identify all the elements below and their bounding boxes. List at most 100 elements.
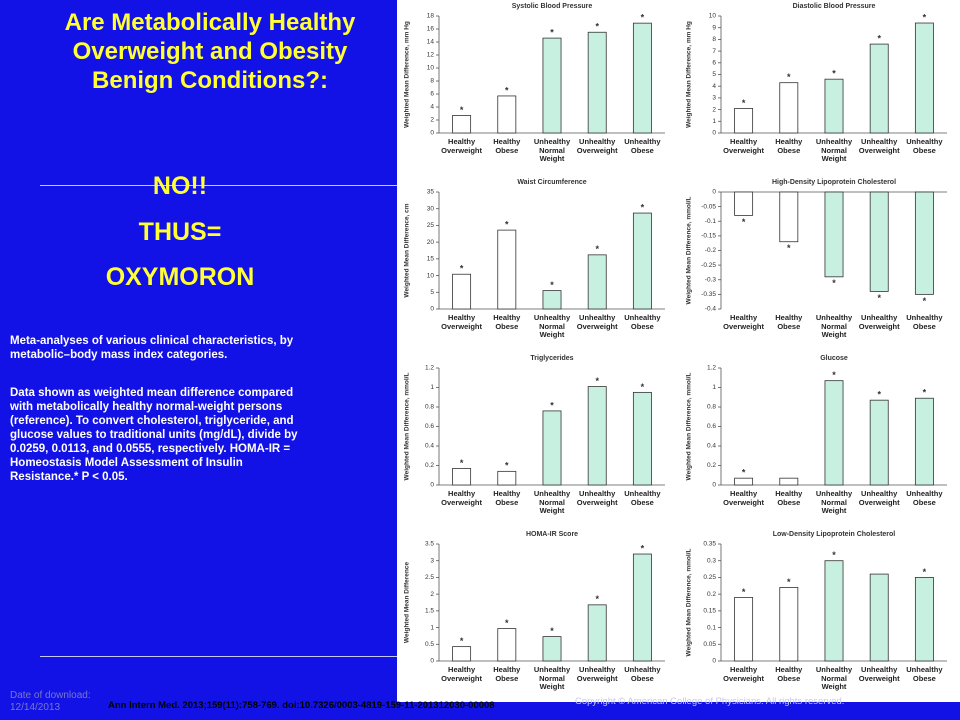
y-tick-label: 1: [712, 118, 716, 125]
bar: [632, 391, 652, 486]
bar: [587, 254, 607, 310]
download-date: Date of download: 12/14/2013: [10, 690, 91, 713]
y-tick-label: 30: [427, 205, 435, 212]
significance-marker: *: [550, 400, 554, 410]
significance-marker: *: [595, 594, 599, 604]
chart: Triglycerides Weighted Mean Difference, m…: [397, 352, 678, 528]
chart-svg: Glucose Weighted Mean Difference, mmol/L 0…: [686, 355, 947, 489]
y-axis-label: Weighted Mean Difference, mm Hg: [404, 21, 411, 128]
x-tick-label: Unhealthy Overweight: [576, 137, 618, 155]
y-tick-label: 10: [427, 65, 435, 72]
y-tick-label: 0.8: [707, 404, 716, 411]
chart: Low-Density Lipoprotein Cholesterol Weigh…: [679, 528, 960, 704]
x-tick-label: Healthy Obese: [775, 313, 803, 331]
significance-marker: *: [923, 567, 927, 577]
y-axis-label: Weighted Mean Difference, mmol/L: [686, 549, 693, 657]
answer-line: NO!!: [152, 172, 208, 200]
x-tick-label: Healthy Overweight: [723, 489, 765, 507]
answer-line: OXYMORON: [105, 263, 255, 291]
significance-marker: *: [595, 22, 599, 32]
y-tick-label: 0: [712, 658, 716, 665]
y-tick-label: 2: [712, 106, 716, 113]
x-tick-label: Healthy Overweight: [441, 665, 483, 683]
significance-marker: *: [787, 577, 791, 587]
y-tick-label: 20: [427, 239, 435, 246]
bar: [914, 577, 934, 662]
x-tick-label: Unhealthy Overweight: [858, 489, 900, 507]
x-tick-label: Unhealthy Normal Weight: [533, 137, 571, 163]
copyright: Copyright © American College of Physicia…: [575, 696, 845, 707]
chart: Glucose Weighted Mean Difference, mmol/L 0…: [679, 352, 960, 528]
significance-marker: *: [641, 382, 645, 392]
y-tick-label: 8: [712, 36, 716, 43]
x-tick-label: Healthy Obese: [775, 665, 803, 683]
bar: [869, 43, 889, 134]
y-tick-label: -0.1: [705, 218, 717, 225]
bar: [914, 22, 934, 134]
y-tick-label: 0: [712, 130, 716, 137]
bar: [542, 37, 562, 134]
y-tick-label: 18: [427, 13, 435, 20]
x-tick-label: Unhealthy Obese: [624, 313, 661, 331]
significance-marker: *: [460, 458, 464, 468]
bar: [542, 290, 562, 310]
y-tick-label: 0.05: [703, 641, 716, 648]
y-tick-label: 12: [427, 52, 435, 59]
y-tick-label: -0.3: [705, 276, 717, 283]
bar: [542, 410, 562, 486]
y-tick-label: 14: [427, 39, 435, 46]
bar: [452, 273, 472, 310]
bar: [779, 587, 799, 662]
significance-marker: *: [877, 293, 881, 303]
bar: [452, 115, 472, 134]
bar: [779, 82, 799, 134]
x-tick-label: Healthy Obese: [493, 313, 521, 331]
y-tick-label: 8: [430, 78, 434, 85]
y-tick-label: 16: [427, 26, 435, 33]
chart-title: HOMA-IR Score: [526, 531, 578, 538]
y-axis-label: Weighted Mean Difference, mmol/L: [686, 373, 693, 481]
significance-marker: *: [742, 217, 746, 227]
x-tick-label: Healthy Obese: [493, 137, 521, 155]
x-tick-label: Unhealthy Overweight: [576, 313, 618, 331]
chart-title: Waist Circumference: [517, 179, 586, 186]
y-tick-label: 3: [430, 557, 434, 564]
y-tick-label: 2: [430, 591, 434, 598]
bar: [734, 477, 754, 486]
significance-marker: *: [923, 388, 927, 398]
chart-title: High-Density Lipoprotein Cholesterol: [772, 179, 896, 186]
x-tick-label: Unhealthy Normal Weight: [815, 489, 853, 515]
chart-svg: Triglycerides Weighted Mean Difference, m…: [404, 355, 665, 489]
bar: [632, 553, 652, 662]
x-tick-label: Healthy Overweight: [441, 137, 483, 155]
y-tick-label: 0: [712, 482, 716, 489]
y-tick-label: 0.35: [703, 541, 716, 548]
y-tick-label: 1.5: [425, 608, 434, 615]
y-tick-label: 0.15: [703, 608, 716, 615]
significance-marker: *: [832, 370, 836, 380]
y-tick-label: 3.5: [425, 541, 434, 548]
y-tick-label: 0.6: [425, 423, 434, 430]
y-tick-label: 0.6: [707, 423, 716, 430]
bar: [869, 573, 889, 662]
chart-title: Low-Density Lipoprotein Cholesterol: [773, 531, 896, 538]
y-axis-label: Weighted Mean Difference, cm: [404, 203, 411, 297]
significance-marker: *: [505, 219, 509, 229]
y-tick-label: 1: [430, 624, 434, 631]
chart: HOMA-IR Score Weighted Mean Difference 0 0.…: [397, 528, 678, 704]
x-tick-label: Healthy Obese: [493, 489, 521, 507]
significance-marker: *: [923, 296, 927, 306]
y-tick-label: -0.15: [701, 233, 716, 240]
significance-marker: *: [787, 72, 791, 82]
bar: [497, 628, 517, 662]
y-tick-label: 2.5: [425, 574, 434, 581]
chart-svg: Low-Density Lipoprotein Cholesterol Weigh…: [686, 531, 947, 665]
y-tick-label: 0: [430, 130, 434, 137]
bar: [497, 95, 517, 134]
x-tick-label: Healthy Obese: [775, 137, 803, 155]
bar: [734, 597, 754, 662]
x-tick-label: Healthy Overweight: [723, 665, 765, 683]
y-tick-label: -0.4: [705, 306, 717, 313]
significance-marker: *: [505, 461, 509, 471]
